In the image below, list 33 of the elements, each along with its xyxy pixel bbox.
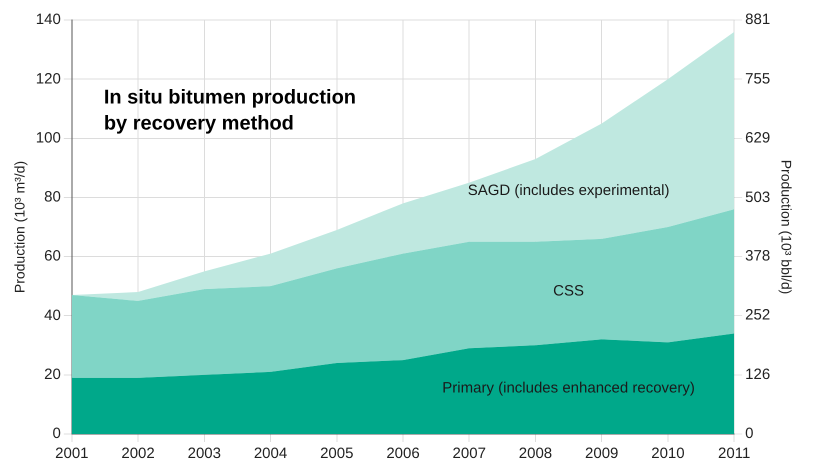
y-tick-label: 40 bbox=[44, 306, 61, 324]
x-tick-label: 2001 bbox=[55, 445, 89, 462]
x-tick-label: 2004 bbox=[254, 445, 288, 462]
y2-tick-label: 629 bbox=[745, 130, 770, 147]
x-tick-label: 2011 bbox=[718, 445, 750, 462]
x-tick-label: 2006 bbox=[386, 445, 420, 462]
y2-tick-label: 0 bbox=[745, 425, 754, 442]
y2-tick-label: 755 bbox=[745, 70, 770, 88]
text: In situ bitumen production by recovery method bbox=[104, 86, 356, 135]
y-tick-label: 20 bbox=[44, 366, 61, 383]
x-tick-label: 2009 bbox=[585, 445, 618, 462]
x-tick-label: 2010 bbox=[651, 445, 685, 462]
x-tick-label: 2007 bbox=[452, 445, 486, 462]
y-tick-label: 120 bbox=[36, 70, 61, 88]
y-axis-title: Production (10³ m³/d) bbox=[11, 160, 28, 294]
series-label: Primary (includes enhanced recovery) bbox=[442, 379, 695, 396]
x-tick-label: 2003 bbox=[188, 445, 221, 462]
y-tick-label: 0 bbox=[52, 425, 61, 442]
y2-axis-title: Production (10³ bbl/d) bbox=[778, 160, 795, 294]
x-tick-label: 2008 bbox=[518, 445, 552, 462]
y2-tick-label: 126 bbox=[745, 366, 770, 383]
series-label: CSS bbox=[553, 282, 584, 300]
y2-tick-label: 378 bbox=[745, 248, 770, 265]
y2-tick-label: 503 bbox=[745, 188, 770, 206]
y-tick-label: 60 bbox=[44, 248, 61, 265]
y-tick-label: 100 bbox=[36, 129, 61, 146]
y-tick-label: 140 bbox=[36, 11, 61, 28]
y-tick-label: 80 bbox=[44, 188, 61, 206]
y2-tick-label: 881 bbox=[745, 11, 770, 28]
x-tick-label: 2002 bbox=[121, 445, 155, 462]
series-label: SAGD (includes experimental) bbox=[468, 182, 670, 199]
y2-tick-label: 252 bbox=[745, 306, 770, 324]
x-tick-label: 2005 bbox=[320, 445, 354, 462]
